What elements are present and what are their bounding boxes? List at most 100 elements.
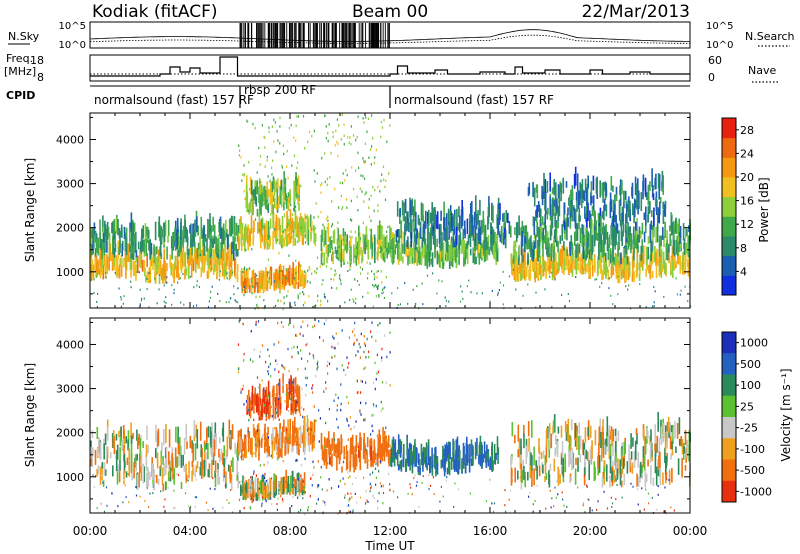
nsearch-line [89,34,690,44]
echo-cell [273,473,275,493]
noise-cell [321,156,323,160]
echo-cell [559,474,561,484]
noise-cell [292,378,294,382]
noise-cell [381,356,383,359]
echo-cell [573,174,576,189]
noise-cell [267,461,269,464]
noise-cell [253,348,255,351]
echo-cell [182,251,185,267]
echo-cell [651,210,653,218]
echo-cell [569,476,571,483]
echo-cell [490,237,493,252]
noise-cell [302,115,305,118]
noise-cell [348,362,350,365]
echo-cell [290,376,292,395]
echo-cell [158,276,161,285]
echo-cell [313,422,315,441]
echo-cell [224,457,227,465]
echo-cell [294,277,297,289]
echo-cell [470,458,473,466]
echo-cell [636,473,638,487]
noise-cell [288,323,290,326]
echo-cell [260,184,263,198]
echo-cell [287,443,289,454]
noise-cell [282,144,284,148]
noise-cell [235,300,237,303]
noise-cell [379,190,381,193]
noise-cell [354,278,356,281]
echo-cell [252,196,254,216]
noise-cell [296,408,298,412]
noise-cell [208,300,210,303]
noise-cell [269,491,271,495]
noise-cell [335,255,337,258]
echo-cell [585,449,587,460]
noise-cell [296,438,298,441]
echo-cell [638,192,640,209]
echo-cell [154,266,156,278]
echo-cell [226,436,229,457]
echo-cell [281,483,284,495]
noise-cell [325,217,327,221]
echo-cell [236,460,238,479]
echo-cell [536,184,539,199]
echo-cell [408,222,410,233]
echo-cell [554,251,557,265]
echo-cell [288,380,291,399]
echo-cell [533,241,536,249]
echo-cell [260,438,263,448]
echo-cell [260,228,262,249]
echo-cell [634,241,637,248]
noise-cell [347,438,349,441]
noise-cell [498,289,500,292]
echo-cell [414,247,416,263]
noise-cell [120,305,122,308]
noise-cell [361,380,363,383]
noise-cell [388,172,390,175]
noise-cell [317,294,319,298]
noise-cell [346,198,348,201]
noise-cell [366,261,368,264]
echo-cell [538,229,541,246]
noise-cell [331,223,334,226]
echo-cell [649,264,652,280]
echo-cell [531,420,533,438]
echo-cell [224,246,227,264]
echo-cell [268,482,270,494]
echo-cell [165,446,168,456]
noise-cell [330,487,333,490]
echo-cell [470,439,473,457]
noise-cell [278,341,280,344]
echo-cell [532,181,534,198]
echo-cell [355,236,357,256]
noise-cell [297,294,299,297]
echo-cell [191,470,193,482]
echo-cell [156,246,158,255]
echo-cell [602,183,604,203]
echo-cell [200,267,203,278]
echo-cell [174,447,177,468]
noise-cell [371,414,373,417]
echo-cell [544,199,547,215]
noise-cell [196,304,198,307]
freq-strip-frame [89,54,691,82]
echo-cell [116,444,119,460]
noise-cell [412,288,414,291]
echo-cell [409,449,411,460]
noise-cell [331,447,333,450]
echo-cell [483,254,486,263]
echo-cell [251,437,253,458]
echo-cell [186,236,189,246]
echo-cell [472,225,475,241]
noise-cell [280,244,282,247]
noise-cell [320,476,322,479]
echo-cell [602,269,604,276]
noise-cell [293,136,295,139]
echo-cell [383,430,386,449]
noise-cell [314,270,316,273]
noise-cell [350,125,352,128]
echo-cell [253,220,255,232]
echo-cell [128,461,131,477]
echo-cell [265,386,268,406]
noise-cell [376,285,378,288]
